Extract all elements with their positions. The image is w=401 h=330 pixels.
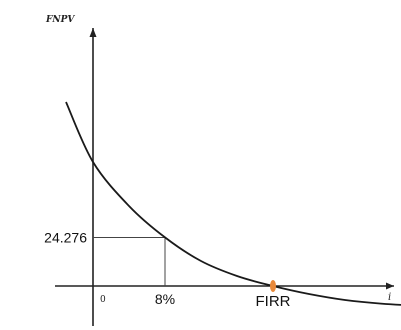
x-axis-arrow-icon [386,282,394,290]
x-axis-label: i [388,292,391,303]
x-tick-label: 8% [155,291,175,307]
y-tick-label: 24.276 [44,229,87,245]
fnpv-curve [65,101,401,306]
irr-label: FIRR [256,293,291,310]
y-axis-label: FNPV [45,15,75,25]
irr-marker [270,280,276,292]
origin-label: 0 [100,295,106,305]
y-axis-arrow-icon [89,28,97,37]
